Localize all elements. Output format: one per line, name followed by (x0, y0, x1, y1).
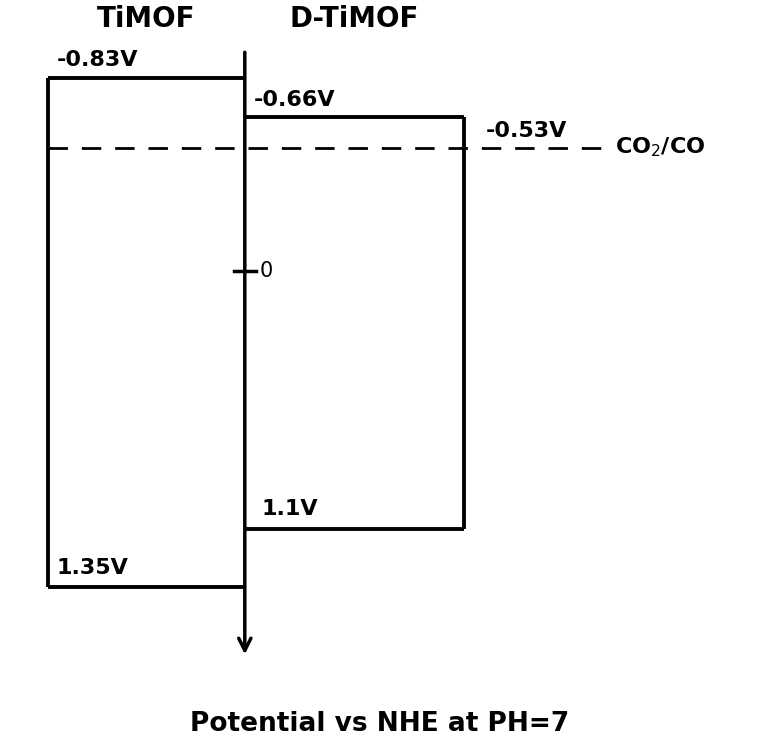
Text: CO$_2$/CO: CO$_2$/CO (615, 136, 705, 159)
Text: D-TiMOF: D-TiMOF (289, 5, 419, 33)
Text: 0: 0 (260, 262, 273, 282)
Text: -0.53V: -0.53V (485, 121, 567, 141)
Text: 1.35V: 1.35V (57, 558, 128, 578)
Text: Potential vs NHE at PH=7: Potential vs NHE at PH=7 (190, 711, 570, 737)
Text: -0.83V: -0.83V (57, 51, 139, 71)
Text: -0.66V: -0.66V (254, 90, 335, 111)
Text: 1.1V: 1.1V (261, 499, 318, 520)
Text: TiMOF: TiMOF (97, 5, 196, 33)
